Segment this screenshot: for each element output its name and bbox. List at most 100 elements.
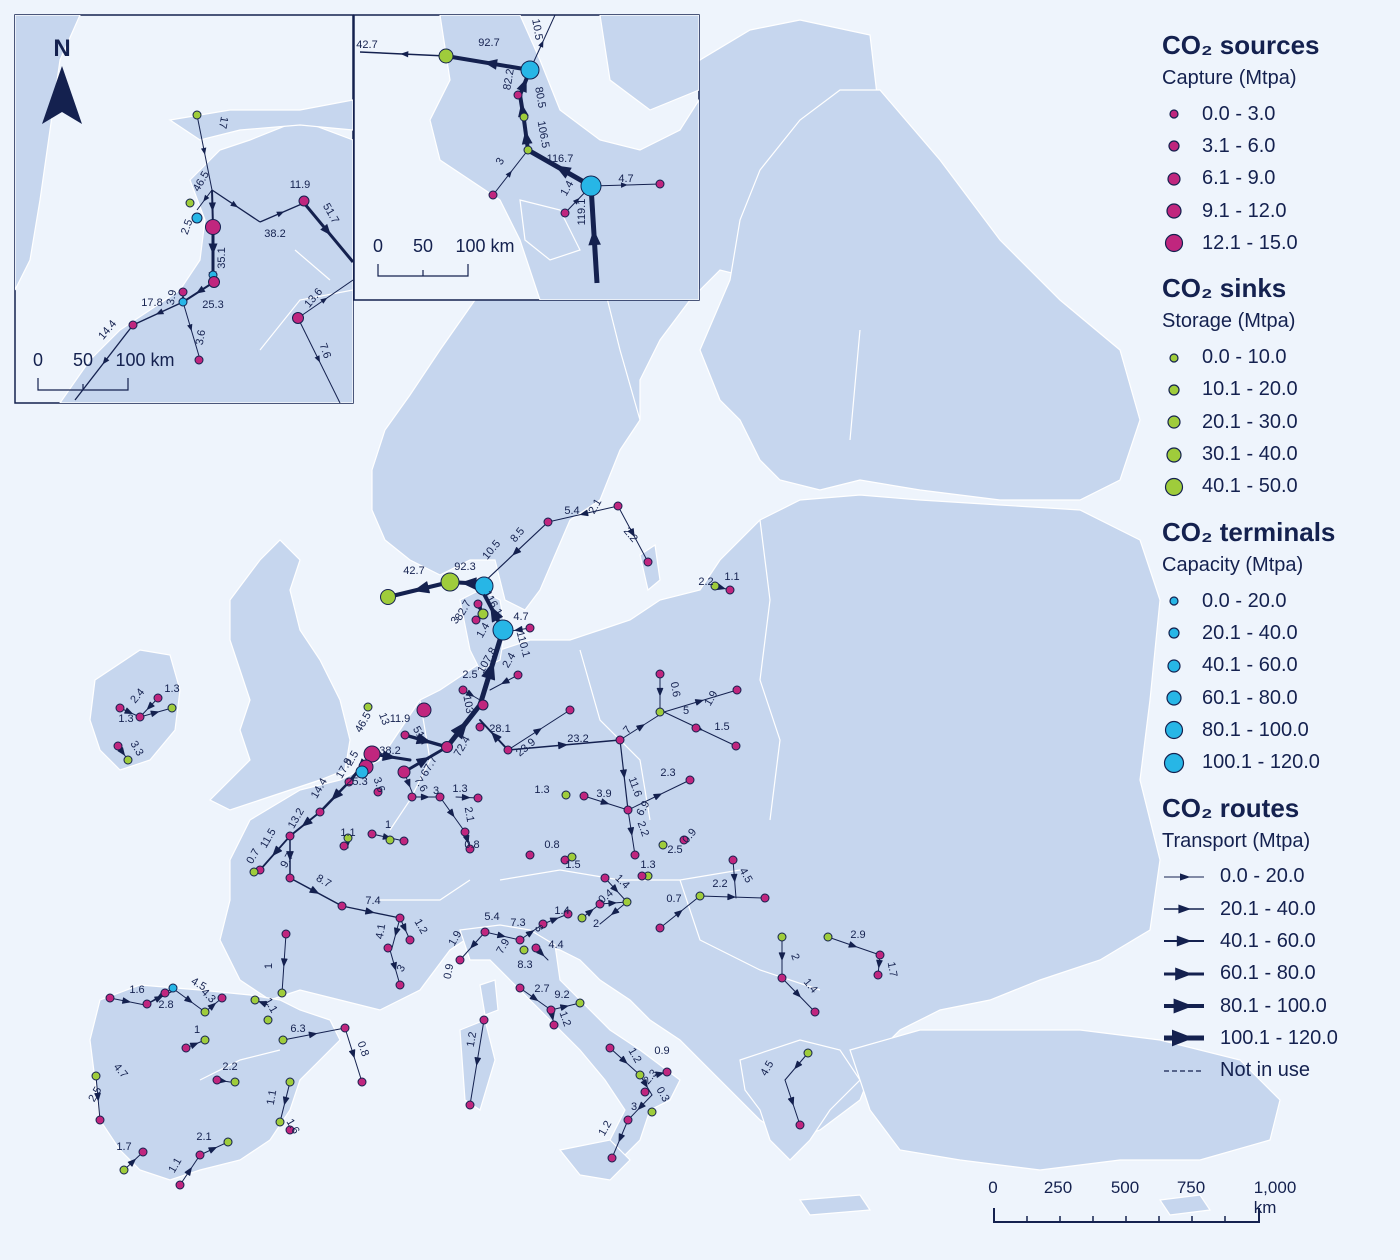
sicily [558, 1139, 631, 1181]
co2-source [613, 501, 623, 511]
flow-label: 1.1 [724, 571, 739, 583]
flow-label: 1.6 [129, 984, 144, 996]
co2-sink [123, 755, 133, 765]
inset-denmark: 42.7 92.710.582.280.5106.5116.731.4119.14… [353, 14, 700, 301]
legend-route-item: 80.1 - 100.0 [1162, 990, 1392, 1022]
route-arrow [451, 721, 468, 740]
inset-route-arrow [208, 202, 216, 212]
route-arrow [610, 884, 619, 893]
terminal-circle-icon [1162, 617, 1202, 649]
co2-sink [803, 1048, 813, 1058]
legend-source-label: 9.1 - 12.0 [1202, 199, 1287, 222]
route-arrow [490, 606, 503, 623]
route-arrow [390, 961, 397, 971]
inset-co2-source [488, 190, 498, 200]
legend-sink-item: 0.0 - 10.0 [1162, 341, 1392, 373]
co2-source [435, 792, 445, 802]
legend-route-label: 0.0 - 20.0 [1220, 865, 1305, 888]
inset-flow-label: 10.5 [529, 18, 545, 41]
legend-sinks-title: CO₂ sinks [1162, 273, 1287, 304]
co2-source [400, 730, 410, 740]
inset-route-arrow [102, 356, 110, 365]
flow-label: 28.1 [489, 723, 510, 735]
co2-source [546, 1005, 556, 1015]
great-britain [208, 539, 351, 811]
flow-label: 6.3 [290, 1023, 305, 1035]
route-arrow [281, 958, 288, 967]
co2-sink [263, 1015, 273, 1025]
inset-route-arrow [620, 182, 628, 188]
flow-label: 3.6 [371, 776, 388, 794]
inset-route-arrow [320, 223, 331, 236]
legend-route-item: 100.1 - 120.0 [1162, 1022, 1392, 1054]
inset-co2-sink [185, 198, 195, 208]
land-masses [89, 19, 1281, 1216]
co2-source [600, 873, 610, 883]
north-label: N [53, 35, 70, 62]
co2-source [513, 670, 523, 680]
co2-source [405, 935, 415, 945]
inset-co2-source [128, 320, 138, 330]
legend-source-label: 12.1 - 15.0 [1202, 231, 1298, 254]
co2-source [538, 919, 548, 929]
route-arrow [876, 959, 883, 968]
inset-left-scale-100: 100 km [115, 350, 174, 370]
co2-source [655, 669, 665, 679]
legend-route-item: 60.1 - 80.0 [1162, 958, 1392, 990]
co2-source [525, 850, 535, 860]
route-arrow [529, 993, 538, 1001]
route-arrow-icon [1162, 893, 1220, 925]
co2-source [732, 685, 742, 695]
route-arrow [404, 778, 411, 788]
legend-terminal-item: 20.1 - 40.0 [1162, 617, 1392, 649]
flow-label: 0.9 [442, 963, 456, 980]
dashed-line-icon [1162, 1055, 1220, 1087]
nodes-layer [91, 501, 885, 1190]
co2-source [363, 745, 381, 763]
route-arrow [496, 931, 506, 939]
route-arrow [600, 798, 609, 805]
co2-sink [567, 852, 577, 862]
inset-flow-label: 106.5 [535, 120, 552, 149]
legend-sink-label: 0.0 - 10.0 [1202, 346, 1287, 369]
inset-co2-source [298, 195, 310, 207]
inset-route-arrow [208, 243, 218, 255]
route-arrow [620, 769, 627, 778]
co2-source [340, 1023, 350, 1033]
legend-source-item: 6.1 - 9.0 [1162, 163, 1392, 195]
co2-source [565, 705, 575, 715]
flow-label: 9.2 [554, 989, 569, 1001]
flow-label: 1.6 [284, 1117, 302, 1136]
flow-label: 7.4 [365, 895, 380, 907]
legend-routes-subtitle: Transport (Mtpa) [1162, 829, 1311, 852]
co2-source [441, 741, 453, 753]
route-arrow-icon [1162, 1022, 1220, 1054]
co2-sink [622, 897, 632, 907]
co2-source [160, 988, 170, 998]
co2-source [281, 929, 291, 939]
route-arrow [331, 788, 343, 801]
co2-source [795, 1120, 805, 1130]
flow-label: 0.8 [464, 839, 479, 851]
terminal-circle-icon [1162, 682, 1202, 714]
legend-sink-item: 20.1 - 30.0 [1162, 406, 1392, 438]
inset-route-arrow [521, 130, 533, 145]
co2-source [399, 836, 409, 846]
scale-label-0: 0 [988, 1178, 998, 1197]
inset-route-arrow [483, 59, 498, 70]
route-arrow [127, 1158, 136, 1167]
inset-route-arrow [588, 229, 601, 246]
legend-terminal-label: 20.1 - 40.0 [1202, 621, 1298, 644]
inset-route-arrow [538, 40, 544, 48]
inset-flow-label: 116.7 [547, 153, 574, 165]
co2-source [383, 943, 393, 953]
co2-source [195, 1150, 205, 1160]
route-arrow [794, 1060, 803, 1069]
legend-source-item: 3.1 - 6.0 [1162, 130, 1392, 162]
co2-source [525, 623, 535, 633]
co2-source [175, 1180, 185, 1190]
inset-route-arrow [155, 308, 165, 315]
co2-terminal [492, 619, 514, 641]
co2-source [531, 943, 541, 953]
co2-source [728, 855, 738, 865]
